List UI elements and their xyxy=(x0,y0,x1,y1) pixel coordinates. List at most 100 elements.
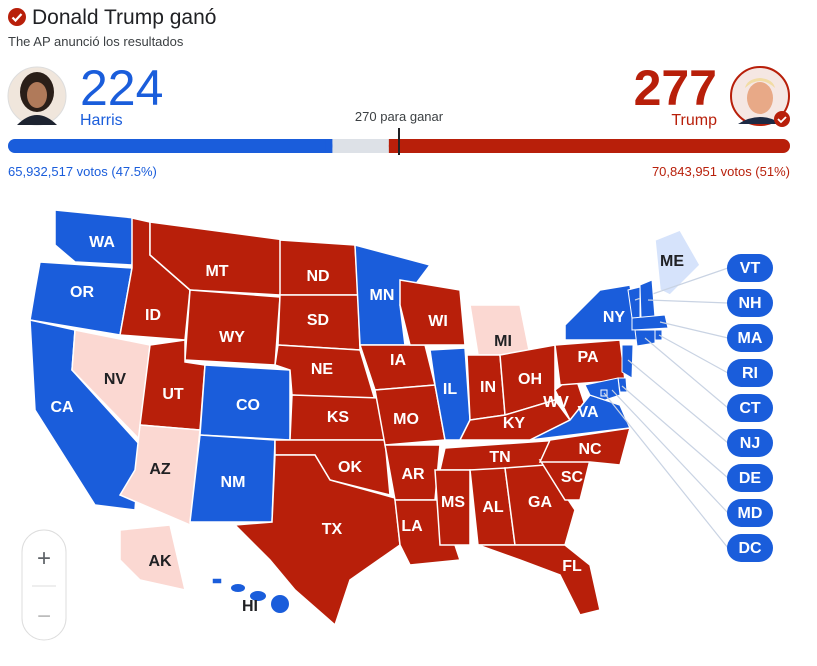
state-label: MN xyxy=(370,287,395,304)
state-label: UT xyxy=(162,386,184,403)
state-pill xyxy=(727,534,773,562)
harris-electoral-votes: 224 xyxy=(80,60,163,116)
state-pill xyxy=(727,289,773,317)
state-connector xyxy=(611,389,729,514)
state-connector xyxy=(647,299,729,304)
state-label: NE xyxy=(311,361,334,378)
state xyxy=(211,577,223,585)
trump-electoral-votes: 277 xyxy=(634,60,717,116)
state-label: AL xyxy=(482,499,504,516)
state-label: CT xyxy=(739,400,761,417)
state-label: ID xyxy=(145,307,161,324)
state-label: IN xyxy=(480,379,496,396)
state-label: TX xyxy=(322,521,343,538)
state-label: WI xyxy=(428,313,448,330)
state-label: NV xyxy=(104,371,127,388)
state xyxy=(434,469,471,546)
title: Donald Trump ganó xyxy=(32,6,216,29)
state xyxy=(631,314,669,331)
state-label: NC xyxy=(578,441,602,458)
state-label: AR xyxy=(401,466,425,483)
state xyxy=(354,244,432,346)
zoom-out[interactable]: − xyxy=(37,603,51,630)
state-label: IA xyxy=(390,352,406,369)
trump-bar xyxy=(388,139,790,153)
state xyxy=(233,454,401,627)
state-label: CO xyxy=(236,397,260,414)
state-pill xyxy=(727,394,773,422)
state xyxy=(639,279,656,319)
check-mark xyxy=(11,13,23,23)
state-connector xyxy=(659,321,729,339)
state-island xyxy=(271,595,289,613)
electoral-bar xyxy=(8,128,790,155)
state-label: SD xyxy=(307,312,329,329)
state-label: AZ xyxy=(149,461,171,478)
state-label: MO xyxy=(393,411,419,428)
state-label: TN xyxy=(489,449,510,466)
state-label: MI xyxy=(494,333,512,350)
state-label: DC xyxy=(738,540,762,557)
us-map: WA OR CA NV ID MT WY UT AZ CO NM ND SD NE KS OK TX MN IA MO… xyxy=(29,209,773,627)
state xyxy=(149,221,286,296)
state-label: ND xyxy=(306,268,329,285)
state-connector xyxy=(627,359,729,444)
zoom-in[interactable]: + xyxy=(37,545,51,572)
state-label: WA xyxy=(89,234,115,251)
state-label: AK xyxy=(148,553,172,570)
state-label: SC xyxy=(561,469,584,486)
state-label: PA xyxy=(577,349,598,366)
state-label: DE xyxy=(739,470,762,487)
state xyxy=(654,329,663,341)
state-label: GA xyxy=(528,494,552,511)
state-label: NY xyxy=(603,309,626,326)
zoom-control: + − xyxy=(21,529,67,641)
trump-name: Trump xyxy=(671,112,717,129)
state-pill xyxy=(727,464,773,492)
state-label: RI xyxy=(742,365,758,382)
state xyxy=(621,344,634,379)
to-win-label: 270 para ganar xyxy=(355,109,444,124)
state-label: MS xyxy=(441,494,465,511)
state-label: VT xyxy=(740,260,761,277)
state-connector xyxy=(644,337,729,409)
harris-avatar xyxy=(7,66,67,126)
state-label: WY xyxy=(219,329,245,346)
state-pill xyxy=(727,499,773,527)
trump-votes: 70,843,951 votos (51%) xyxy=(652,164,790,179)
state xyxy=(54,209,136,266)
state-pill xyxy=(727,254,773,282)
state xyxy=(119,524,186,591)
trump-bar-start xyxy=(388,139,396,153)
state xyxy=(118,424,201,527)
state-label: NH xyxy=(738,295,761,312)
zoom-panel xyxy=(21,529,67,641)
state-pill xyxy=(727,429,773,457)
state-label: HI xyxy=(242,598,258,615)
state xyxy=(184,289,281,366)
state-label: MT xyxy=(205,263,228,280)
state-label: CA xyxy=(50,399,74,416)
state-pill xyxy=(727,359,773,387)
state xyxy=(29,261,133,336)
harris-votes: 65,932,517 votos (47.5%) xyxy=(8,164,157,179)
state xyxy=(584,377,621,401)
state-label: ME xyxy=(660,253,684,270)
state-island xyxy=(231,584,245,592)
state-label: OR xyxy=(70,284,94,301)
state-label: VA xyxy=(577,404,598,421)
state-label: OK xyxy=(338,459,362,476)
state-pill xyxy=(727,324,773,352)
state-label: OH xyxy=(518,371,542,388)
state-label: WV xyxy=(543,394,569,411)
trump-avatar xyxy=(730,66,790,127)
state xyxy=(399,279,466,346)
state xyxy=(654,229,701,296)
state-connector xyxy=(658,334,729,374)
harris-bar-end xyxy=(325,139,333,153)
state-connector xyxy=(603,392,729,549)
check-icon xyxy=(8,8,26,26)
state-label: IL xyxy=(443,381,457,398)
subtitle: The AP anunció los resultados xyxy=(8,34,184,49)
